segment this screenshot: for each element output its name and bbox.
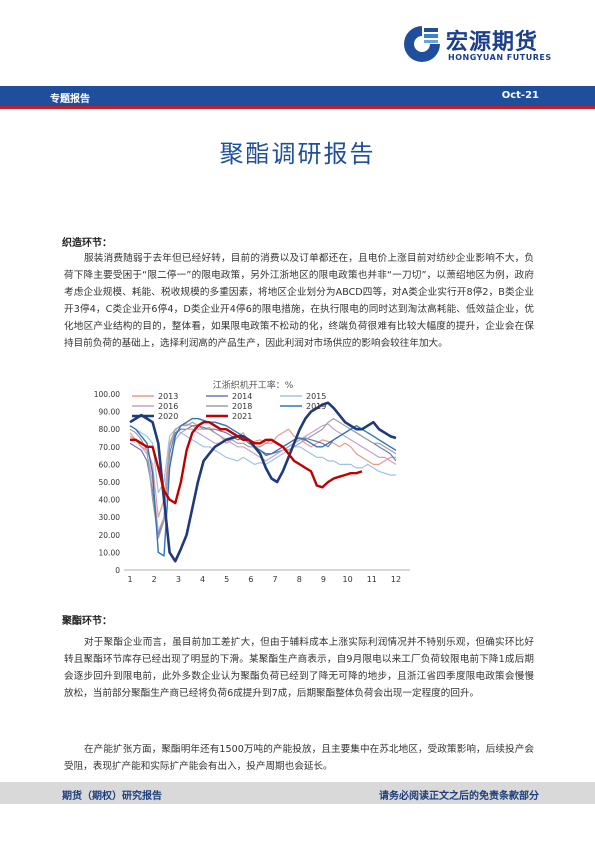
weaving-heading: 织造环节： xyxy=(62,238,112,249)
x-tick-label: 6 xyxy=(248,575,253,584)
polyester-heading: 聚酯环节： xyxy=(62,616,112,627)
series-line-2019 xyxy=(129,417,397,557)
x-tick-label: 12 xyxy=(391,575,401,584)
chart-legend: 2013 2014 2015 2016 2018 2019 2020 2021 xyxy=(132,392,326,421)
legend-label-2014: 2014 xyxy=(232,392,252,401)
y-tick-label: 40.00 xyxy=(99,496,121,505)
legend-label-2019: 2019 xyxy=(306,402,326,411)
report-type: 专题报告 xyxy=(50,94,90,105)
y-tick-label: 10.00 xyxy=(99,548,121,557)
footer-disclaimer: 请务必阅读正文之后的免责条款部分 xyxy=(379,791,539,802)
legend-label-2016: 2016 xyxy=(158,402,178,411)
y-tick-label: 100.00 xyxy=(94,390,120,399)
capacity-paragraph: 在产能扩张方面，聚酯明年还有1500万吨的产能投放，且主要集中在苏北地区，受政策… xyxy=(64,744,534,772)
hongyuan-logo-icon xyxy=(404,26,440,62)
series-line-2020 xyxy=(129,401,397,563)
x-tick-label: 2 xyxy=(152,575,157,584)
y-tick-label: 70.00 xyxy=(99,443,121,452)
x-tick-label: 5 xyxy=(224,575,229,584)
y-tick-label: 90.00 xyxy=(99,408,121,417)
y-tick-label: 60.00 xyxy=(99,460,121,469)
x-tick-label: 3 xyxy=(176,575,181,584)
legend-label-2020: 2020 xyxy=(158,412,178,421)
loom-operating-rate-chart: 江浙织机开工率：% 0 10.00 20.00 30.00 40.00 50.00 60.0… xyxy=(94,380,410,584)
polyester-paragraph: 对于聚酯企业而言，虽目前加工差扩大，但由于辅料成本上涨实际利润情况并不特别乐观，… xyxy=(64,637,534,699)
logo-english-text: HONGYUAN FUTURES xyxy=(448,53,552,62)
series-line-2016 xyxy=(129,423,397,532)
x-tick-label: 8 xyxy=(297,575,302,584)
report-date: Oct-21 xyxy=(501,90,539,101)
series-line-2018 xyxy=(129,418,397,539)
legend-label-2021: 2021 xyxy=(232,412,252,421)
header-divider xyxy=(0,106,595,109)
series-lines xyxy=(129,401,397,563)
legend-label-2013: 2013 xyxy=(158,392,178,401)
x-axis: 1 2 3 4 5 6 7 8 9 10 11 12 xyxy=(127,575,401,584)
x-tick-label: 1 xyxy=(127,575,132,584)
x-tick-label: 7 xyxy=(273,575,278,584)
company-logo: 宏源期货 HONGYUAN FUTURES xyxy=(402,22,562,66)
footer-bar: 期货（期权）研究报告 请务必阅读正文之后的免责条款部分 xyxy=(0,782,595,804)
y-tick-label: 80.00 xyxy=(99,425,121,434)
footer-left-text: 期货（期权）研究报告 xyxy=(62,791,162,802)
y-tick-label: 0 xyxy=(115,566,120,575)
logo-chinese-text: 宏源期货 xyxy=(446,30,539,55)
weaving-paragraph: 服装消费随弱于去年但已经好转，目前的消费以及订单都还在，且电价上涨目前对纺纱企业… xyxy=(64,253,534,349)
legend-label-2015: 2015 xyxy=(306,392,326,401)
y-tick-label: 20.00 xyxy=(99,531,121,540)
x-tick-label: 10 xyxy=(343,575,353,584)
header-bar: 专题报告 Oct-21 xyxy=(0,86,595,106)
chart-title: 江浙织机开工率：% xyxy=(213,380,294,391)
y-axis: 0 10.00 20.00 30.00 40.00 50.00 60.00 70.00 80.0… xyxy=(94,390,410,575)
x-tick-label: 4 xyxy=(200,575,205,584)
series-line-2021 xyxy=(130,421,363,505)
y-tick-label: 30.00 xyxy=(99,513,121,522)
y-tick-label: 50.00 xyxy=(99,478,121,487)
x-tick-label: 11 xyxy=(367,575,377,584)
x-tick-label: 9 xyxy=(321,575,326,584)
page-title: 聚酯调研报告 xyxy=(219,140,376,168)
legend-label-2018: 2018 xyxy=(232,402,252,411)
